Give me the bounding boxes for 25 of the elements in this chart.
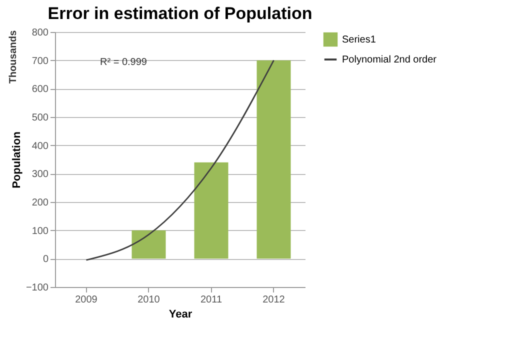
chart-title: Error in estimation of Population <box>48 4 312 23</box>
y-tick-label: −100 <box>26 282 49 294</box>
y-axis-title: Population <box>10 131 23 188</box>
y-tick-label: 200 <box>32 198 49 208</box>
y-tick-label: 700 <box>32 56 49 67</box>
y-tick-label: 400 <box>32 140 49 152</box>
text: Thousands <box>8 30 19 84</box>
bar <box>194 162 228 259</box>
y-tick-label: 300 <box>32 169 49 180</box>
y-tick-label: 500 <box>32 112 49 124</box>
legend-label: Series1 <box>342 34 376 46</box>
y-tick-label: 800 <box>32 28 49 38</box>
bar <box>256 60 291 259</box>
y-tick-label: 0 <box>42 254 49 266</box>
x-tick-label: 2012 <box>262 294 286 306</box>
bar <box>132 230 166 259</box>
y-tick-label: 600 <box>32 84 49 96</box>
line-series <box>86 60 274 261</box>
legend-label: Polynomial 2nd order <box>342 54 438 66</box>
x-tick-label: 2011 <box>200 294 222 306</box>
annotation: R² = 0.999 <box>100 57 148 68</box>
x-tick-label: 2010 <box>138 294 160 306</box>
y-tick-label: 100 <box>32 226 49 237</box>
x-tick-label: 2009 <box>75 294 98 306</box>
x-axis-title: Year <box>168 308 193 320</box>
